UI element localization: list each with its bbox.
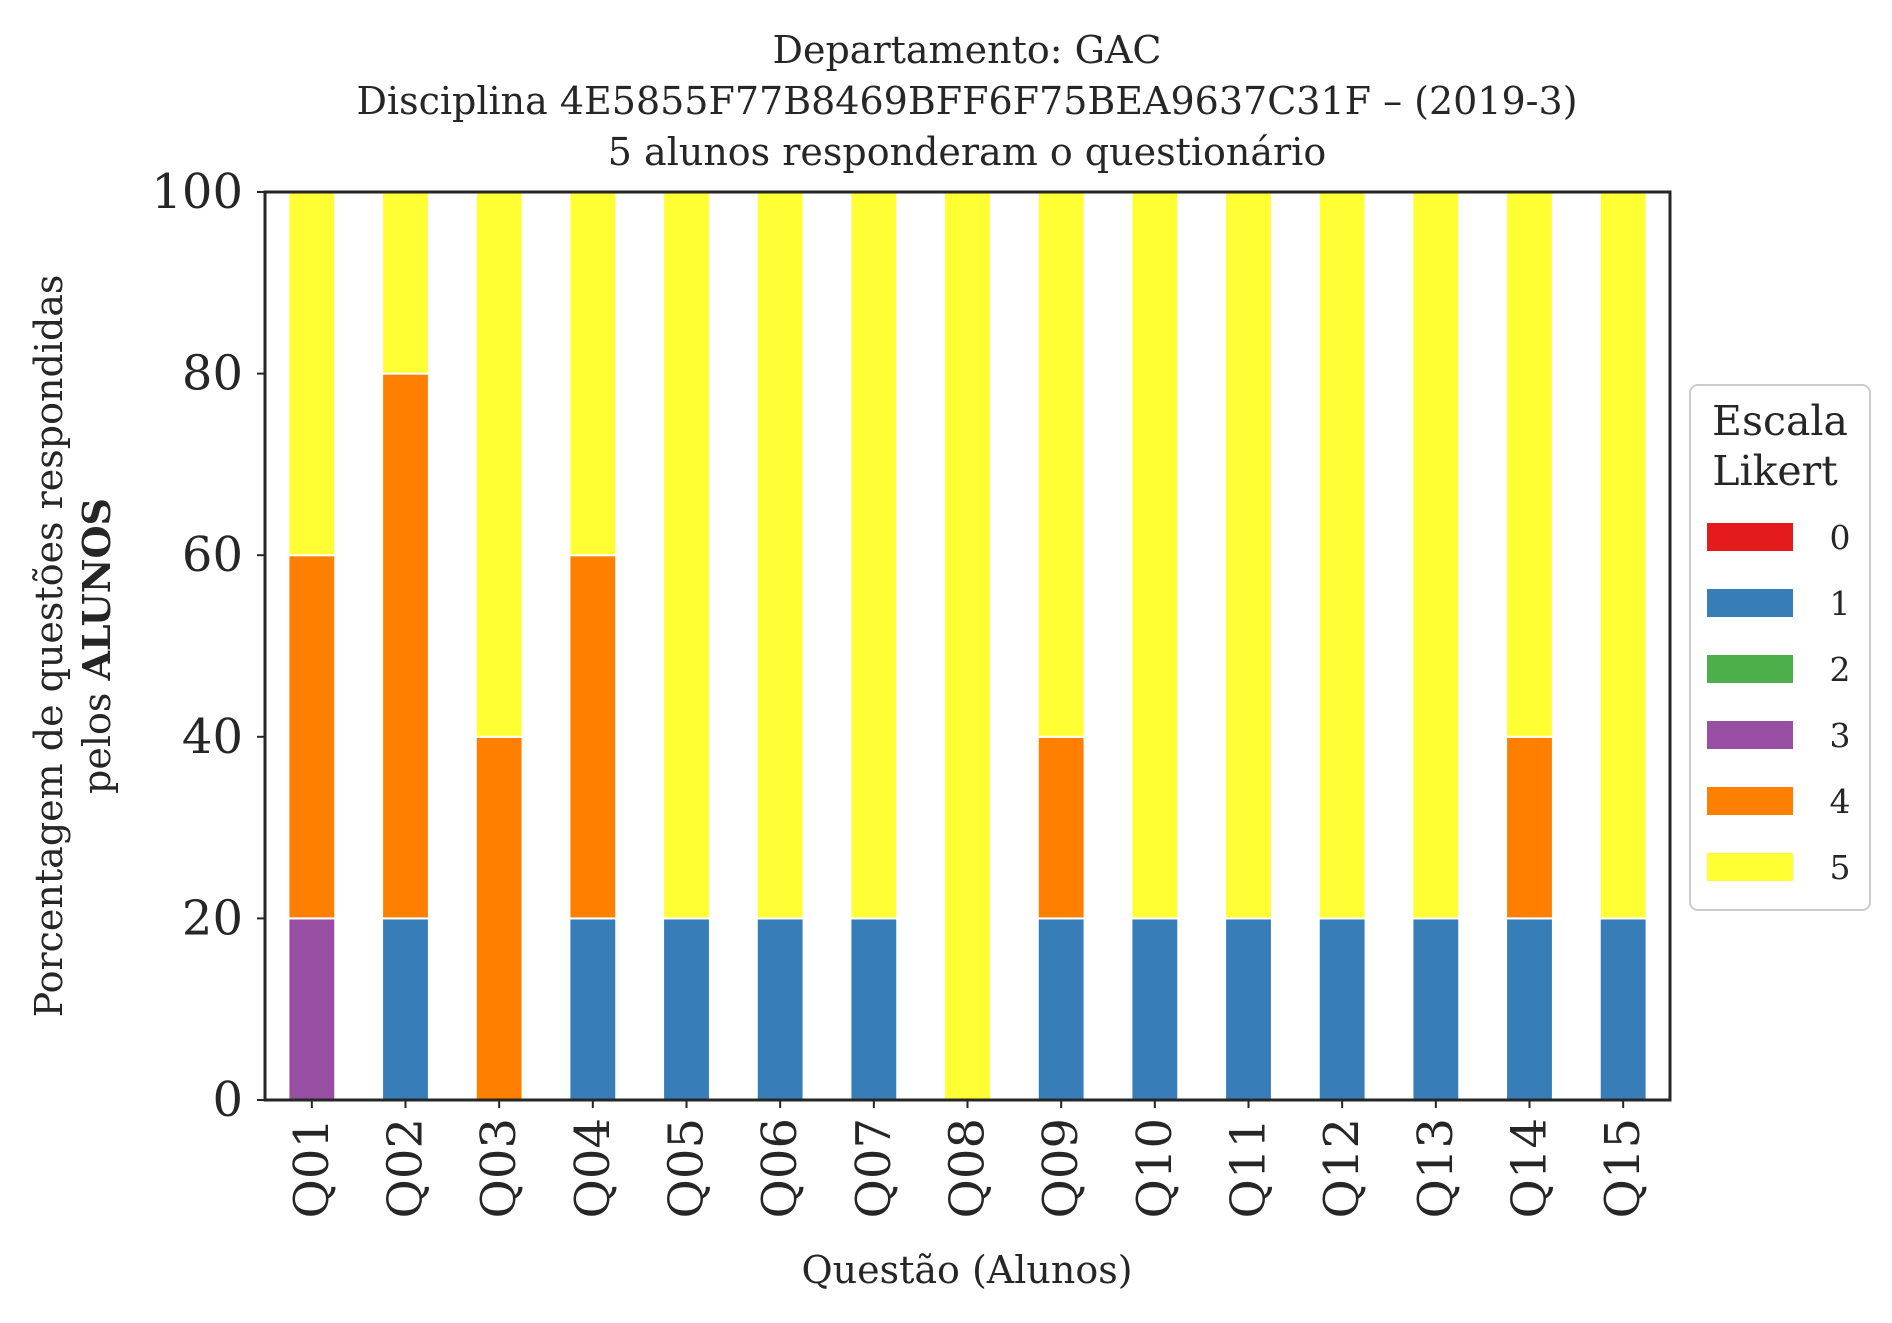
bar-segment-Q09-likert-5 (1036, 191, 1086, 738)
bar-segment-Q03-likert-4 (474, 735, 524, 1101)
x-tick-label-Q15: Q15 (1595, 1118, 1651, 1218)
bar-segment-Q01-likert-5 (287, 191, 337, 557)
chart-title-line-2: Disciplina 4E5855F77B8469BFF6F75BEA9637C… (356, 79, 1577, 123)
legend-swatch-3 (1707, 721, 1793, 749)
bar-segment-Q10-likert-5 (1130, 191, 1180, 920)
x-axis-label: Questão (Alunos) (801, 1248, 1132, 1292)
bar-segment-Q01-likert-4 (287, 554, 337, 920)
legend-swatch-4 (1707, 787, 1793, 815)
x-tick-label-Q10: Q10 (1127, 1118, 1183, 1218)
legend-items: 0 1 2 3 4 5 (1707, 518, 1851, 887)
bar-segment-Q15-likert-1 (1598, 917, 1648, 1102)
bar-segment-Q02-likert-1 (381, 917, 430, 1102)
x-tick-label-Q05: Q05 (659, 1118, 715, 1218)
bar-segment-Q11-likert-1 (1224, 917, 1273, 1102)
legend-swatch-0 (1707, 523, 1793, 551)
bar-segment-Q11-likert-5 (1224, 191, 1273, 920)
x-tick-label-Q08: Q08 (940, 1118, 996, 1218)
y-tick-label: 60 (182, 527, 243, 583)
legend-title-line-1: Escala (1712, 397, 1848, 445)
legend-label-1: 1 (1830, 584, 1851, 623)
bar-segment-Q01-likert-3 (287, 917, 337, 1102)
y-tick-label: 0 (212, 1072, 243, 1128)
x-tick-label-Q14: Q14 (1502, 1118, 1558, 1218)
legend: Escala Likert 0 1 2 3 4 5 (1689, 384, 1871, 911)
legend-swatch-1 (1707, 589, 1793, 617)
legend-label-2: 2 (1830, 650, 1851, 689)
bar-segment-Q08-likert-5 (943, 191, 992, 1101)
bar-segment-Q09-likert-1 (1036, 917, 1086, 1102)
bar-segment-Q05-likert-1 (662, 917, 711, 1102)
chart-title-line-3: 5 alunos responderam o questionário (608, 130, 1326, 174)
bar-segment-Q14-likert-4 (1505, 735, 1554, 920)
x-tick-label-Q06: Q06 (752, 1118, 808, 1218)
legend-frame (1689, 384, 1871, 911)
bar-segment-Q04-likert-1 (568, 917, 618, 1102)
legend-swatch-5 (1707, 853, 1793, 881)
bar-segment-Q13-likert-5 (1411, 191, 1461, 920)
bar-segment-Q12-likert-5 (1317, 191, 1367, 920)
bar-segment-Q14-likert-1 (1505, 917, 1554, 1102)
bar-segment-Q15-likert-5 (1598, 191, 1648, 920)
bar-segment-Q04-likert-5 (568, 191, 618, 557)
legend-label-3: 3 (1830, 716, 1851, 755)
bar-segment-Q07-likert-5 (849, 191, 899, 920)
bar-segment-Q02-likert-4 (381, 372, 430, 920)
x-tick-label-Q01: Q01 (284, 1118, 340, 1218)
y-axis-ticks: 0 20 40 60 80 100 (151, 164, 265, 1128)
bar-segment-Q14-likert-5 (1505, 191, 1554, 738)
y-tick-label: 40 (182, 709, 243, 765)
legend-label-5: 5 (1830, 848, 1851, 887)
bar-segment-Q03-likert-5 (474, 191, 524, 738)
x-tick-label-Q07: Q07 (846, 1118, 902, 1218)
chart-title-line-1: Departamento: GAC (773, 28, 1162, 72)
x-tick-label-Q13: Q13 (1408, 1118, 1464, 1218)
bar-segment-Q13-likert-1 (1411, 917, 1461, 1102)
y-axis-label-bold: ALUNOS (74, 498, 119, 682)
y-axis-label-line-2: pelos ALUNOS (74, 498, 119, 794)
legend-title-line-2: Likert (1712, 447, 1838, 495)
y-tick-label: 100 (151, 164, 243, 220)
y-axis-label-prefix: pelos (75, 681, 119, 794)
bar-segment-Q02-likert-5 (381, 191, 430, 375)
bar-segment-Q04-likert-4 (568, 554, 618, 920)
bar-segment-Q07-likert-1 (849, 917, 899, 1102)
y-tick-label: 20 (182, 890, 243, 946)
plot-area (287, 191, 1648, 1102)
bar-segment-Q05-likert-5 (662, 191, 711, 920)
y-tick-label: 80 (182, 346, 243, 402)
x-axis-ticks: Q01 Q02 Q03 Q04 Q05 Q06 Q07 Q08 Q09 Q10 Q11 Q12 Q13 Q… (284, 1100, 1651, 1218)
bar-segment-Q10-likert-1 (1130, 917, 1180, 1102)
bar-segment-Q12-likert-1 (1317, 917, 1367, 1102)
bar-segment-Q06-likert-1 (755, 917, 805, 1102)
bar-segment-Q09-likert-4 (1036, 735, 1086, 920)
x-tick-label-Q12: Q12 (1314, 1118, 1370, 1218)
x-tick-label-Q04: Q04 (565, 1118, 621, 1218)
x-tick-label-Q03: Q03 (471, 1118, 527, 1218)
legend-label-4: 4 (1830, 782, 1851, 821)
bar-segment-Q06-likert-5 (755, 191, 805, 920)
legend-swatch-2 (1707, 655, 1793, 683)
x-tick-label-Q11: Q11 (1221, 1118, 1277, 1218)
x-tick-label-Q02: Q02 (378, 1118, 434, 1218)
legend-label-0: 0 (1830, 518, 1851, 557)
y-axis-label-line-1: Porcentagem de questões respondidas (27, 275, 71, 1018)
x-tick-label-Q09: Q09 (1033, 1118, 1089, 1218)
